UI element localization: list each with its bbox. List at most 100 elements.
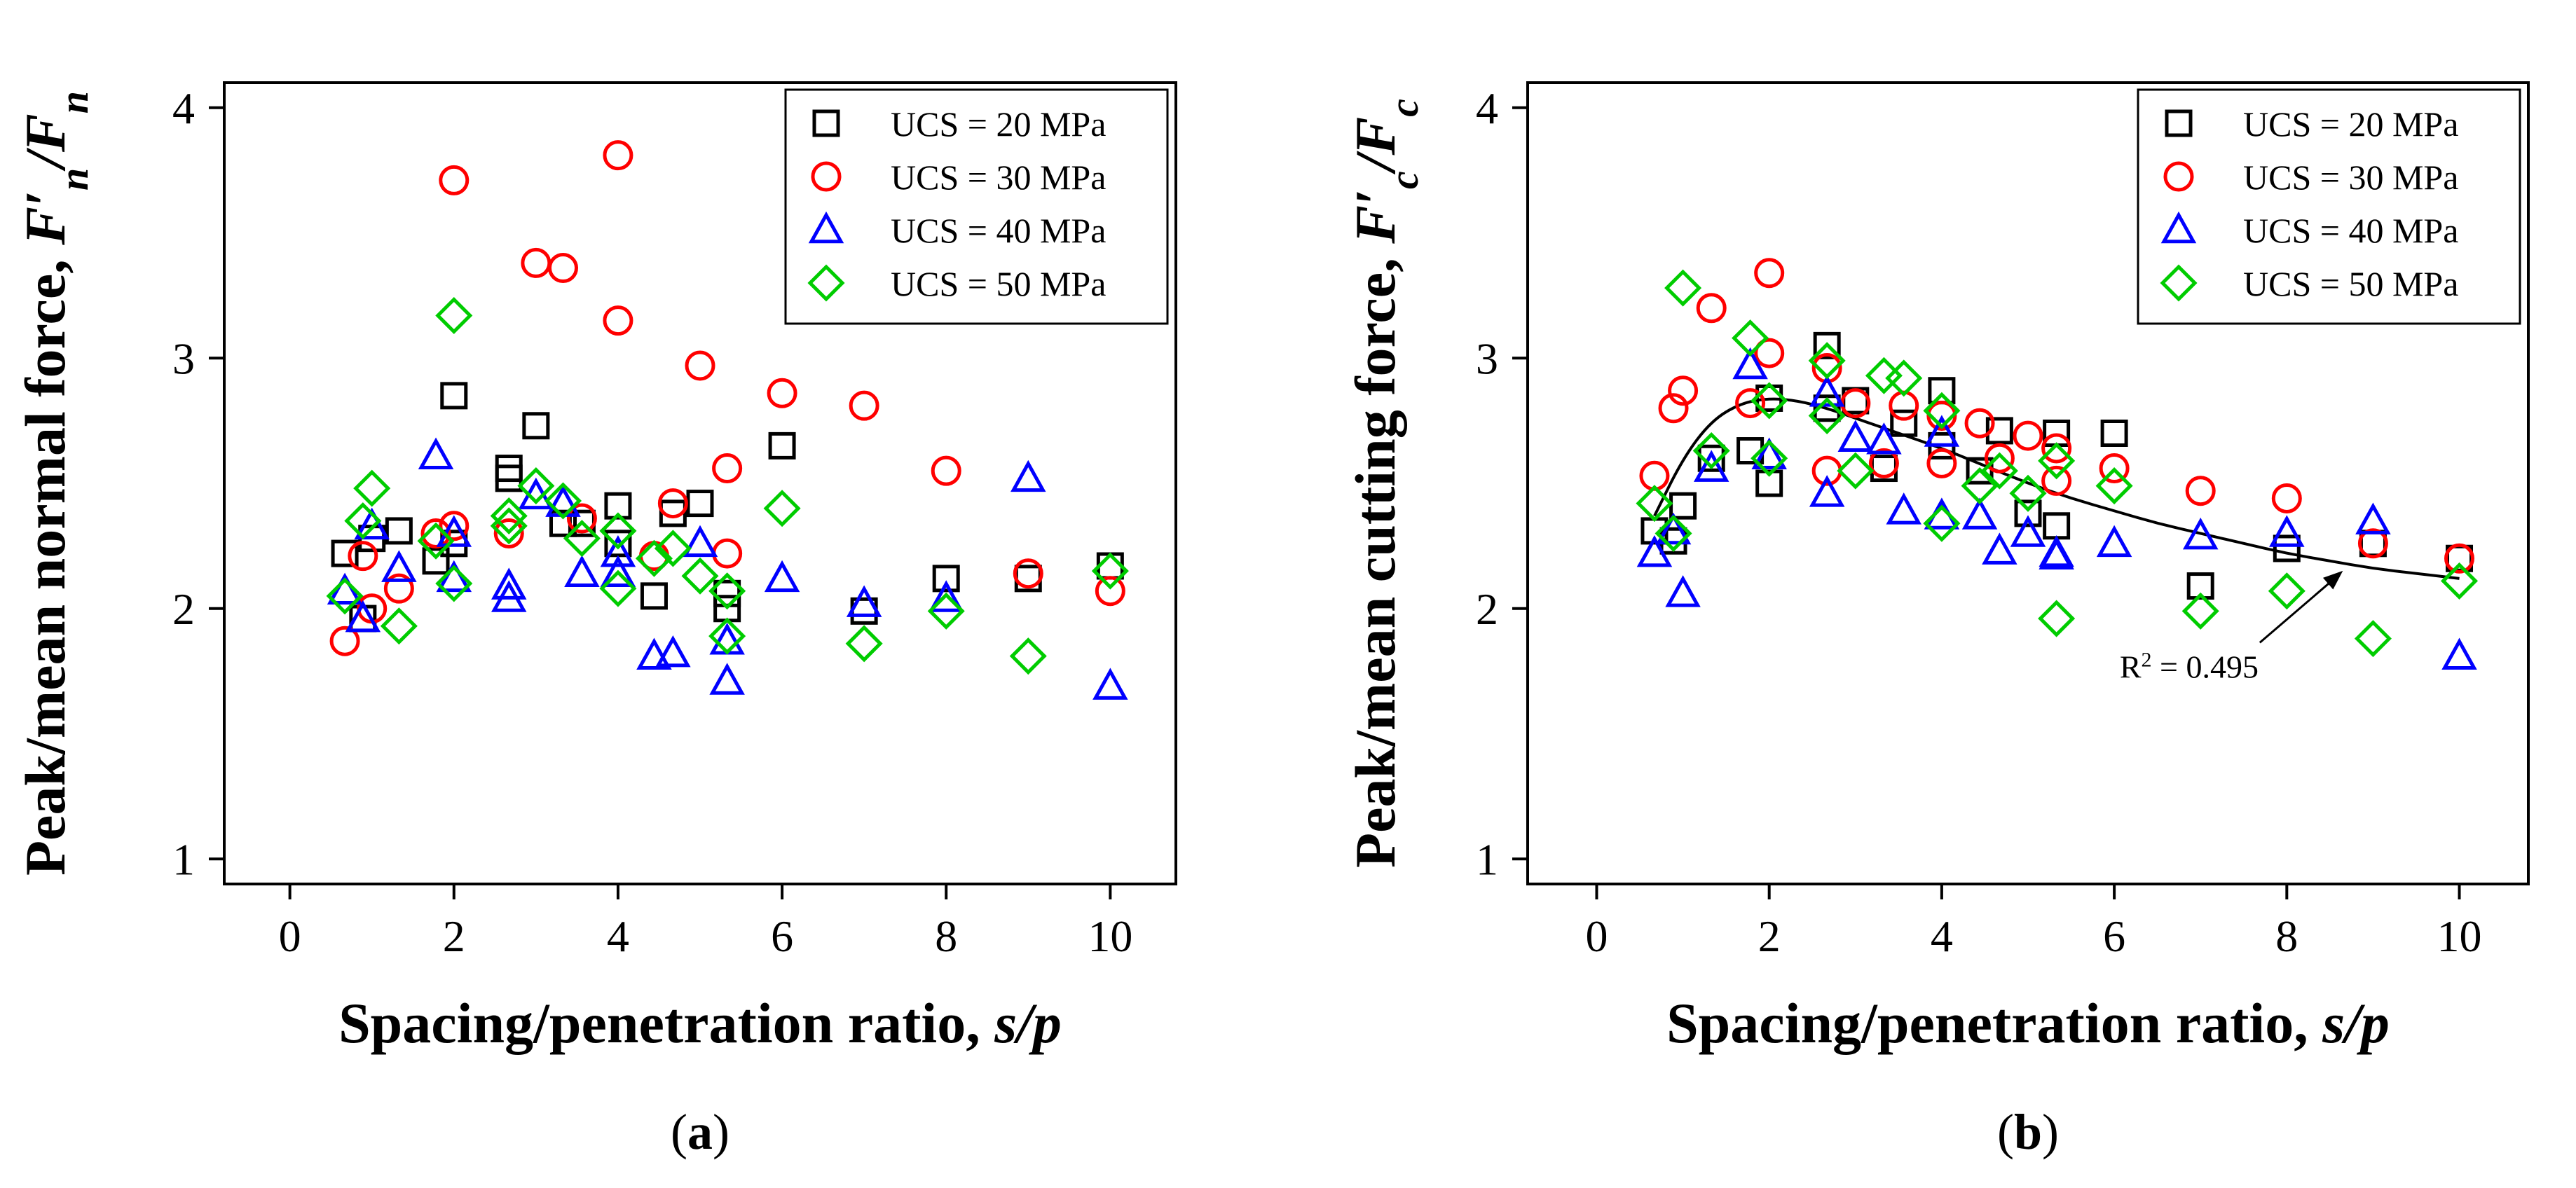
data-point <box>2271 483 2302 513</box>
legend-box <box>784 88 1169 325</box>
data-point <box>1982 532 2017 565</box>
data-point <box>547 253 578 284</box>
data-point <box>2441 637 2477 670</box>
data-point <box>2009 474 2047 512</box>
data-point <box>1669 492 1697 520</box>
data-point <box>1809 375 1845 407</box>
data-point <box>2440 562 2479 600</box>
legend-marker-triangle <box>2160 211 2197 244</box>
data-point <box>1655 512 1692 545</box>
data-point <box>764 560 800 593</box>
data-point <box>603 305 633 336</box>
x-tick-label: 8 <box>935 911 957 961</box>
data-point <box>1984 443 2015 474</box>
data-point <box>2185 476 2216 506</box>
data-point <box>491 567 527 600</box>
data-point <box>708 617 746 655</box>
data-point <box>490 497 528 535</box>
data-point <box>1809 475 1845 507</box>
data-point <box>1009 637 1047 675</box>
data-point <box>2041 433 2072 464</box>
data-point <box>708 572 746 610</box>
data-point <box>1091 552 1129 590</box>
data-point <box>686 490 714 518</box>
panel-label: (a) <box>671 1104 729 1160</box>
data-point <box>417 522 455 560</box>
data-point <box>2181 592 2219 630</box>
data-point <box>1813 331 1841 359</box>
data-point <box>846 585 882 617</box>
y-tick-label: 4 <box>172 83 195 133</box>
data-point <box>599 569 637 607</box>
data-point <box>1980 452 2018 490</box>
x-tick-label: 10 <box>2437 911 2482 961</box>
r-squared-annotation: R2 = 0.495 <box>2120 648 2259 685</box>
data-point <box>2095 467 2133 505</box>
data-point <box>927 592 965 630</box>
data-point <box>1868 448 1899 478</box>
x-axis-label: Spacing/penetration ratio, s/p <box>338 991 1062 1055</box>
data-point <box>600 555 636 587</box>
data-point <box>544 482 582 520</box>
data-point <box>654 530 692 567</box>
data-point <box>1010 460 1046 492</box>
series-diamond <box>1636 269 2479 658</box>
data-point <box>522 412 550 440</box>
data-point <box>2444 543 2475 574</box>
data-point <box>1095 576 1125 607</box>
data-point <box>600 534 636 567</box>
data-point <box>1923 392 1961 429</box>
y-tick-label: 2 <box>172 584 195 634</box>
y-axis-label: Peak/mean cutting force, F′c/Fc <box>1343 99 1427 868</box>
data-point <box>353 469 391 507</box>
data-point <box>549 509 577 537</box>
series-triangle <box>327 437 1128 700</box>
data-point <box>1697 444 1725 472</box>
legend-box <box>2137 88 2521 325</box>
data-point <box>1013 558 1043 589</box>
y-tick-label: 1 <box>172 834 195 884</box>
data-point <box>2038 600 2076 637</box>
data-point <box>1961 497 1998 530</box>
data-point <box>2355 502 2391 534</box>
x-tick-label: 0 <box>279 911 301 961</box>
data-point <box>521 247 551 278</box>
data-point <box>1636 534 1673 567</box>
y-tick-label: 4 <box>1476 83 1498 133</box>
data-point <box>1692 431 1730 470</box>
data-point <box>326 577 364 615</box>
data-point <box>681 557 719 595</box>
data-point <box>348 541 378 572</box>
data-point <box>2096 525 2132 558</box>
data-point <box>564 555 600 587</box>
data-point <box>490 507 528 545</box>
data-point <box>682 525 718 558</box>
data-point <box>493 518 524 548</box>
series-square <box>331 382 1124 633</box>
data-point <box>1751 439 1788 477</box>
legend-marker-circle <box>2163 161 2194 192</box>
data-point <box>655 635 691 668</box>
legend-marker-square <box>812 109 840 137</box>
data-point <box>1813 394 1841 422</box>
data-point <box>2269 515 2305 547</box>
data-point <box>1837 452 1875 490</box>
data-point <box>1654 514 1692 553</box>
data-point <box>354 507 390 540</box>
data-point <box>2100 420 2128 447</box>
data-point <box>640 582 668 610</box>
x-tick-label: 8 <box>2275 911 2298 961</box>
data-point <box>604 492 632 520</box>
data-point <box>1096 552 1124 580</box>
data-point <box>931 455 961 486</box>
data-point <box>2186 572 2214 600</box>
data-point <box>763 490 801 527</box>
data-point <box>2039 534 2074 567</box>
legend-marker-square <box>2165 109 2193 137</box>
y-tick-label: 1 <box>1476 834 1498 884</box>
data-point <box>2043 512 2071 540</box>
data-point <box>603 140 633 171</box>
